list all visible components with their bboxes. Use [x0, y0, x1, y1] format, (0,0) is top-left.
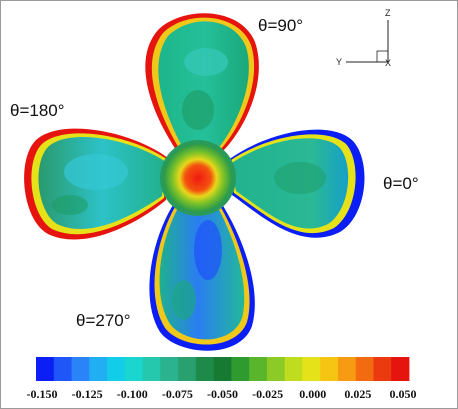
colorbar-swatch	[195, 357, 215, 381]
colorbar-swatch	[36, 357, 55, 381]
colorbar-swatch	[160, 357, 179, 381]
colorbar-swatch	[71, 357, 90, 381]
colorbar-tick-label: -0.025	[252, 387, 283, 401]
axis-triad: Z Y X	[336, 8, 391, 68]
colorbar-swatch	[53, 357, 72, 381]
colorbar-swatch	[107, 357, 126, 381]
colorbar-swatch	[178, 357, 197, 381]
colorbar-tick-label: 0.000	[299, 387, 326, 401]
blade-left	[24, 128, 169, 240]
blade-right	[228, 129, 365, 238]
colorbar-swatch	[249, 357, 268, 381]
label-theta-180: θ=180°	[10, 101, 65, 120]
colorbar-ticks: -0.150 -0.125 -0.100 -0.075 -0.050 -0.025 0.00…	[27, 387, 417, 401]
colorbar-tick-label: -0.100	[117, 387, 148, 401]
colorbar-swatch	[89, 357, 108, 381]
colorbar-tick-label: 0.050	[390, 387, 417, 401]
colorbar-swatch	[213, 357, 232, 381]
axis-z-label: Z	[385, 8, 391, 18]
colorbar-tick-label: 0.025	[344, 387, 371, 401]
label-theta-270: θ=270°	[76, 311, 131, 330]
colorbar-swatch	[373, 357, 392, 381]
blade-bottom	[149, 200, 255, 351]
colorbar-swatch	[231, 357, 250, 381]
blade-top	[145, 13, 259, 153]
label-theta-0: θ=0°	[383, 174, 419, 193]
label-theta-90: θ=90°	[258, 16, 303, 35]
colorbar-swatch	[124, 357, 143, 381]
colorbar-tick-label: -0.125	[72, 387, 103, 401]
colorbar-swatch	[337, 357, 357, 381]
colorbar-tick-label: -0.075	[162, 387, 193, 401]
colorbar-swatch	[284, 357, 303, 381]
colorbar-swatch	[355, 357, 374, 381]
colorbar-swatch	[266, 357, 286, 381]
axis-y-label: Y	[336, 57, 342, 67]
colorbar	[36, 357, 410, 381]
colorbar-tick-label: -0.050	[207, 387, 238, 401]
colorbar-swatch	[302, 357, 321, 381]
colorbar-swatch	[320, 357, 339, 381]
colorbar-tick-label: -0.150	[27, 387, 58, 401]
propeller-hub	[160, 140, 236, 216]
colorbar-swatch	[391, 357, 410, 381]
colorbar-swatch	[142, 357, 161, 381]
axis-x-label: X	[385, 58, 391, 68]
